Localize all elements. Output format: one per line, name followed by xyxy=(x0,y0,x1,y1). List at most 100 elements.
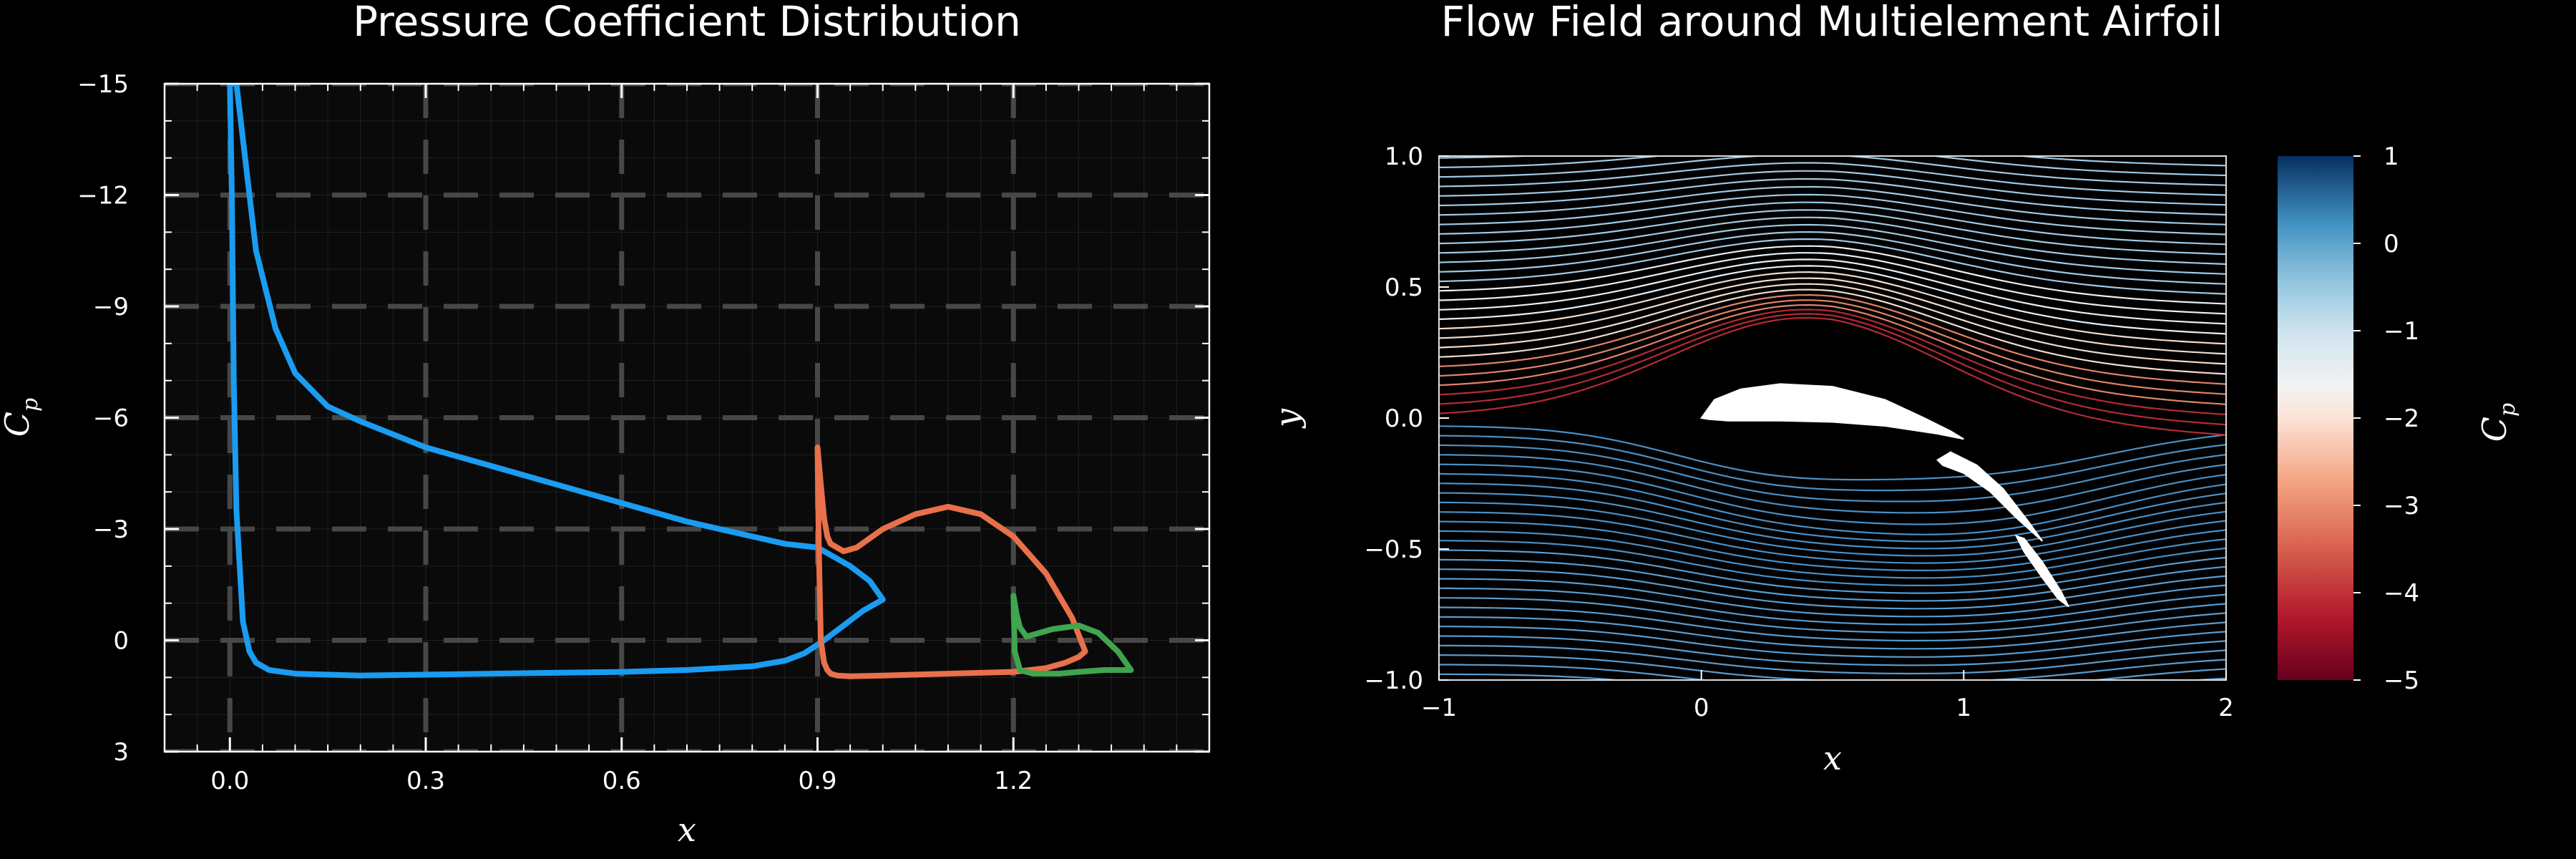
streamline xyxy=(1439,230,2226,285)
streamline xyxy=(1439,501,2226,557)
streamline xyxy=(2203,156,2226,157)
y-tick-label: −3 xyxy=(93,515,129,544)
streamline xyxy=(1439,578,2226,618)
streamline xyxy=(1439,216,2226,266)
colorbar-label-main: C xyxy=(2475,417,2514,442)
streamline xyxy=(1439,425,2226,481)
colorbar-label-subscript: p xyxy=(2495,403,2520,417)
x-tick-label: 0.0 xyxy=(210,767,249,795)
streamline xyxy=(1439,549,2226,594)
streamline xyxy=(1439,664,2226,680)
streamline xyxy=(1439,252,2226,315)
x-tick-label: 0.3 xyxy=(406,767,445,795)
y-tick-label: 1.0 xyxy=(1385,142,1423,171)
streamline xyxy=(1439,463,2226,525)
x-tick-label: 2 xyxy=(2218,694,2234,722)
streamline xyxy=(1439,673,2226,680)
streamline xyxy=(1439,313,2226,426)
colorbar-tick-label: −3 xyxy=(2384,492,2419,520)
streamline xyxy=(1439,472,2226,535)
axis-ticks: 0.0 0.3 0.6 0.9 1.2 −15 −12 −9 −6 −3 0 3 xyxy=(77,70,1209,795)
streamline xyxy=(1439,492,2226,550)
colorbar-tick-label: −1 xyxy=(2384,317,2419,346)
x-tick-label: 1 xyxy=(1956,694,1972,722)
y-tick-label: −12 xyxy=(77,182,129,210)
flow-field-chart: Flow Field around Multielement Airfoil −… xyxy=(1268,0,2520,777)
streamline xyxy=(1439,304,2226,405)
y-axis-label: Cp xyxy=(0,398,43,437)
x-axis-label: x xyxy=(678,810,696,849)
airfoil-elements xyxy=(1699,383,2069,608)
colorbar-tick-label: 0 xyxy=(2384,230,2399,258)
streamline xyxy=(1439,511,2226,564)
streamline xyxy=(1439,309,2226,416)
cp-curves xyxy=(227,84,1134,679)
streamline xyxy=(1439,277,2226,355)
axis-ticks: −1 0 1 2 1.0 0.5 0.0 −0.5 −1.0 xyxy=(1364,142,2233,722)
y-tick-label: −0.5 xyxy=(1364,535,1423,564)
streamline xyxy=(1439,245,2226,305)
plot-frame xyxy=(163,82,1211,753)
streamline xyxy=(1439,587,2226,626)
cp-distribution-chart: Pressure Coefficient Distribution 0.0 0.3… xyxy=(0,0,1211,849)
colorbar-tick-label: −4 xyxy=(2384,579,2419,608)
streamline xyxy=(1439,530,2226,579)
streamline xyxy=(1439,113,2226,137)
chart-title: Flow Field around Multielement Airfoil xyxy=(1441,0,2223,46)
streamline xyxy=(1439,482,2226,543)
streamline xyxy=(1439,316,2226,436)
streamline xyxy=(1439,644,2226,675)
x-tick-label: −1 xyxy=(1421,694,1457,722)
flap-element-2 xyxy=(2014,534,2069,608)
colorbar-label: Cp xyxy=(2475,403,2520,442)
streamlines xyxy=(1439,113,2226,707)
streamline xyxy=(1439,299,2226,395)
y-tick-label: −9 xyxy=(93,293,129,321)
streamline xyxy=(1439,156,2226,167)
y-tick-label: −1.0 xyxy=(1364,666,1423,695)
y-axis-label-main: C xyxy=(0,412,36,437)
chart-title: Pressure Coefficient Distribution xyxy=(353,0,1021,46)
streamline xyxy=(1439,635,2226,666)
colorbar-ticks: 1 0 −1 −2 −3 −4 −5 xyxy=(2353,142,2419,695)
streamline xyxy=(1439,265,2226,335)
streamline xyxy=(1439,185,2226,225)
streamline xyxy=(1439,162,2226,196)
streamline xyxy=(1439,654,2226,680)
colorbar-tick-label: −5 xyxy=(2384,666,2419,695)
x-tick-label: 1.2 xyxy=(994,767,1033,795)
y-tick-label: 3 xyxy=(113,738,129,767)
streamline xyxy=(1439,626,2226,658)
streamline xyxy=(1439,283,2226,365)
cp-curve-3 xyxy=(1010,593,1134,677)
streamline xyxy=(1439,201,2226,246)
streamline xyxy=(1439,606,2226,642)
y-axis-label-subscript: p xyxy=(18,398,43,412)
streamline xyxy=(1439,568,2226,610)
streamline xyxy=(1439,170,2226,206)
streamline xyxy=(1439,209,2226,256)
streamline xyxy=(1439,156,2226,177)
streamline xyxy=(1439,558,2226,602)
y-tick-label: 0 xyxy=(113,627,129,656)
streamline xyxy=(1439,271,2226,345)
colorbar-tick-label: −2 xyxy=(2384,404,2419,433)
x-tick-label: 0.9 xyxy=(798,767,836,795)
flap-element-1 xyxy=(1936,451,2044,542)
streamline xyxy=(1439,121,2226,146)
x-tick-label: 0.6 xyxy=(602,767,641,795)
main-element xyxy=(1699,383,1964,440)
y-tick-label: 0.5 xyxy=(1385,273,1423,302)
streamline xyxy=(1439,684,2226,707)
streamline xyxy=(1439,540,2226,586)
streamline xyxy=(1439,178,2226,216)
streamline xyxy=(1439,616,2226,650)
streamline xyxy=(1439,223,2226,275)
streamline xyxy=(1439,156,2226,186)
streamline xyxy=(1439,193,2226,236)
streamline xyxy=(1439,238,2226,295)
y-tick-label: 0.0 xyxy=(1385,404,1423,433)
y-tick-label: −6 xyxy=(93,404,129,433)
colorbar-tick-label: 1 xyxy=(2384,142,2399,171)
